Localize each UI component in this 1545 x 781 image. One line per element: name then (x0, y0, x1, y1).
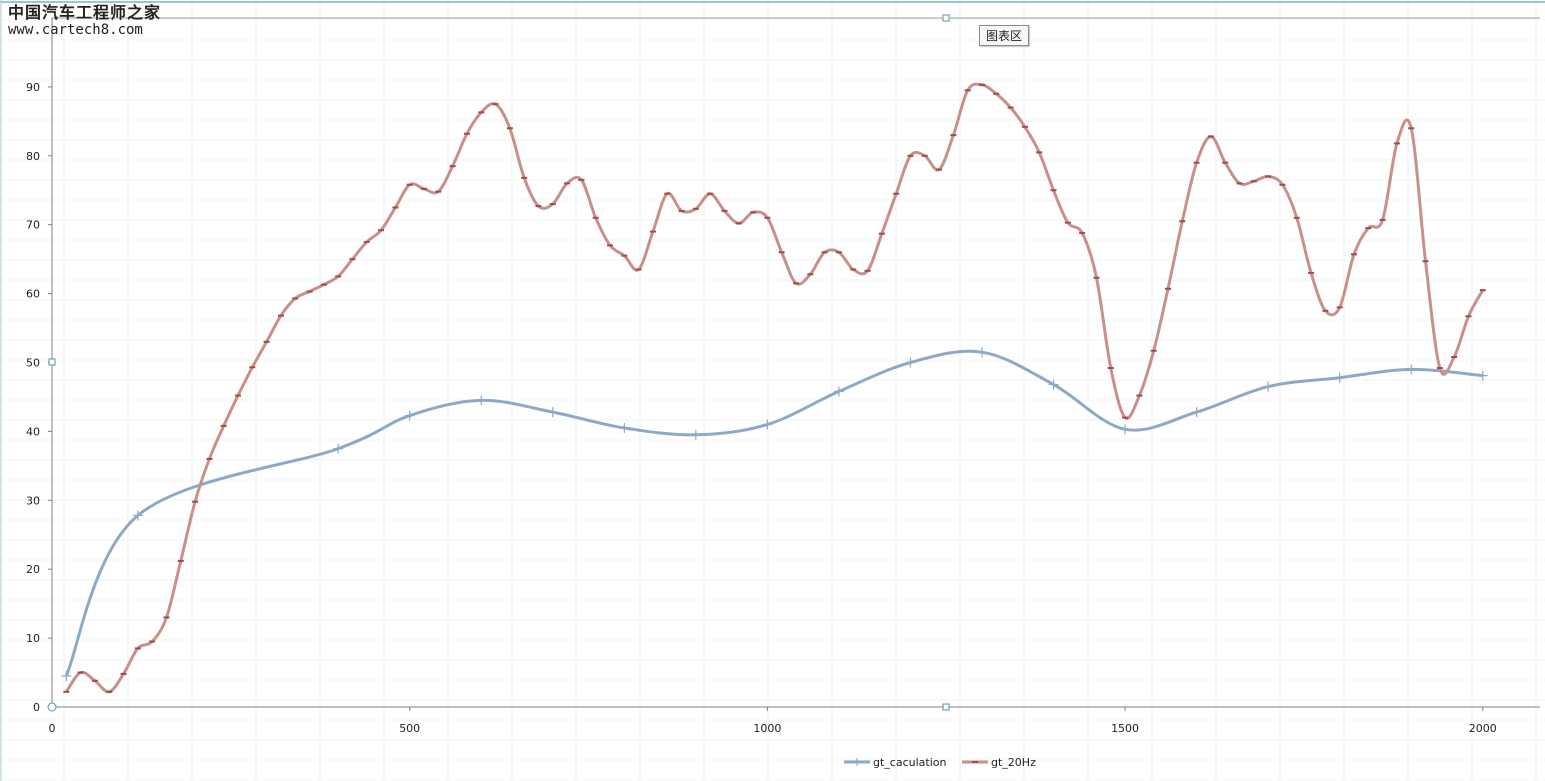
x-tick-label: 500 (399, 722, 420, 735)
y-tick-label: 80 (26, 150, 40, 163)
x-tick-label: 1500 (1111, 722, 1139, 735)
x-tick-label: 2000 (1469, 722, 1497, 735)
data-point[interactable] (762, 419, 773, 430)
axes: 0 10 20 30 40 50 60 70 80 90 0 500 1000 1500 2000 (26, 17, 1540, 735)
data-point[interactable] (1334, 372, 1345, 383)
y-tick-label: 0 (33, 701, 40, 714)
data-point[interactable] (1120, 424, 1131, 435)
data-point[interactable] (1406, 364, 1417, 375)
series-line-gt_20Hz[interactable] (65, 82, 1485, 694)
resize-handle[interactable] (48, 358, 56, 366)
data-point[interactable] (1191, 407, 1202, 418)
resize-handle[interactable] (942, 703, 950, 711)
watermark-url: www.cartech8.com (8, 22, 143, 39)
data-point[interactable] (977, 347, 987, 358)
y-tick-label: 20 (26, 563, 40, 576)
data-point[interactable] (619, 422, 630, 433)
x-tick-label: 0 (49, 722, 56, 735)
data-point[interactable] (833, 386, 844, 397)
data-point[interactable] (1048, 379, 1059, 390)
watermark: 中国汽车工程师之家 www.cartech8.com (8, 3, 162, 39)
y-tick-label: 40 (26, 425, 40, 438)
legend-marker (853, 758, 861, 766)
chart-area-tooltip: 图表区 (979, 25, 1030, 46)
data-point[interactable] (333, 443, 344, 454)
chart-selection-handles[interactable] (47, 14, 950, 712)
resize-handle[interactable] (942, 14, 950, 22)
plot-area[interactable] (61, 82, 1488, 694)
y-tick-label: 30 (26, 494, 40, 507)
y-tick-label: 90 (26, 81, 40, 94)
series-line-gt_caculation[interactable] (64, 349, 1483, 677)
data-point[interactable] (547, 407, 558, 418)
data-point[interactable] (404, 410, 415, 421)
y-tick-label: 50 (26, 357, 40, 370)
x-tick-label: 1000 (753, 722, 781, 735)
chart-legend[interactable]: gt_caculation gt_20Hz (844, 756, 1036, 769)
legend-label[interactable]: gt_caculation (873, 756, 946, 769)
y-tick-label: 10 (26, 632, 40, 645)
legend-label[interactable]: gt_20Hz (991, 756, 1036, 769)
resize-handle-corner[interactable] (47, 702, 57, 712)
data-point[interactable] (132, 510, 143, 521)
watermark-title: 中国汽车工程师之家 (8, 3, 162, 22)
data-point[interactable] (1263, 381, 1274, 392)
data-point[interactable] (905, 357, 916, 368)
data-point[interactable] (1477, 370, 1488, 381)
y-tick-label: 60 (26, 288, 40, 301)
data-point[interactable] (690, 429, 701, 440)
data-point[interactable] (61, 670, 72, 681)
y-tick-label: 70 (26, 219, 40, 232)
data-point[interactable] (476, 395, 487, 406)
